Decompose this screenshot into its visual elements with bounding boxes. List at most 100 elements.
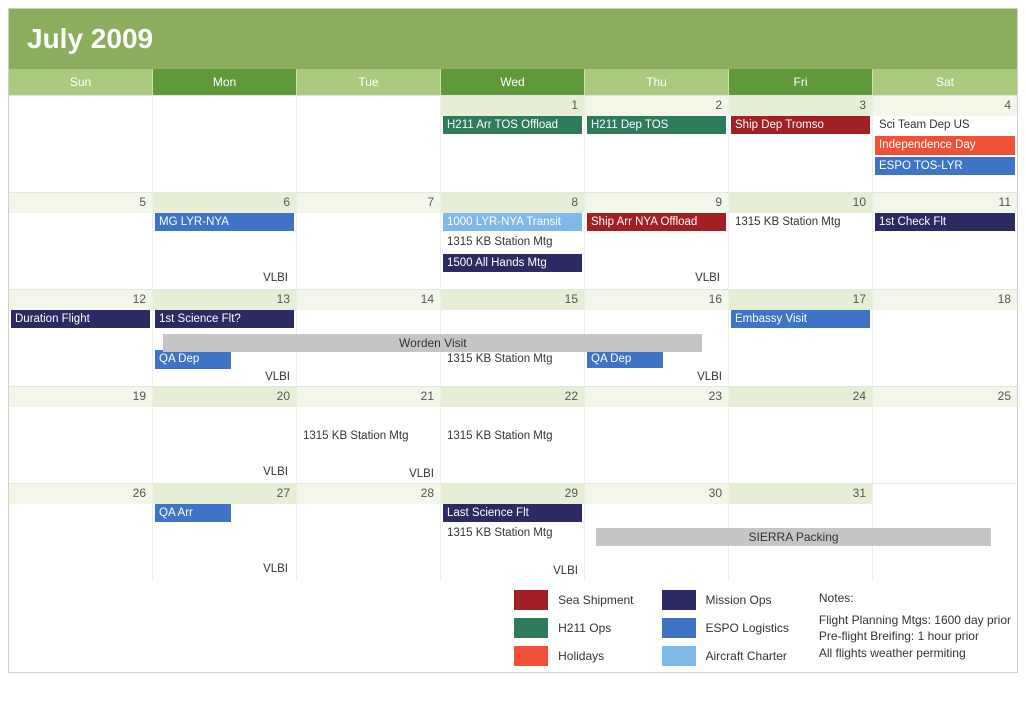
events-container — [585, 407, 728, 483]
day-number: 16 — [585, 290, 728, 310]
event[interactable]: 1st Science Flt? — [155, 310, 294, 328]
event[interactable]: 1315 KB Station Mtg — [731, 213, 870, 231]
day-cell[interactable] — [9, 96, 153, 192]
events-container: Ship Dep Tromso — [729, 116, 872, 192]
week-row: 1H211 Arr TOS Offload2H211 Dep TOS3Ship … — [9, 95, 1017, 192]
event[interactable]: VLBI — [155, 269, 294, 287]
event[interactable]: 1000 LYR-NYA Transit — [443, 213, 582, 231]
day-cell[interactable]: 111st Check Flt — [873, 193, 1017, 289]
weekday-header: Sat — [873, 69, 1017, 95]
day-cell[interactable]: 7 — [297, 193, 441, 289]
event[interactable]: 1315 KB Station Mtg — [443, 233, 582, 251]
day-number — [873, 484, 1017, 504]
legend-column: Sea ShipmentH211 OpsHolidays — [514, 590, 633, 666]
event[interactable]: Duration Flight — [11, 310, 150, 328]
day-cell[interactable]: 4Sci Team Dep USIndependence DayESPO TOS… — [873, 96, 1017, 192]
notes: Notes: Flight Planning Mtgs: 1600 day pr… — [819, 590, 1011, 666]
event[interactable]: 1315 KB Station Mtg — [443, 427, 582, 445]
event[interactable]: VLBI — [155, 560, 294, 578]
day-number: 13 — [153, 290, 296, 310]
event[interactable]: Last Science Flt — [443, 504, 582, 522]
day-number: 9 — [585, 193, 728, 213]
event[interactable]: Ship Dep Tromso — [731, 116, 870, 134]
events-container: Last Science Flt 1315 KB Station Mtg VLBI — [441, 504, 584, 580]
day-cell[interactable]: 24 — [729, 387, 873, 483]
day-cell[interactable]: 101315 KB Station Mtg — [729, 193, 873, 289]
event[interactable]: ESPO TOS-LYR — [875, 157, 1015, 175]
day-cell[interactable]: 5 — [9, 193, 153, 289]
events-container: Sci Team Dep US Independence Day ESPO TOS-… — [873, 116, 1017, 192]
day-cell[interactable]: 17Embassy Visit — [729, 290, 873, 386]
event[interactable]: Ship Arr NYA Offload — [587, 213, 726, 231]
event[interactable]: MG LYR-NYA — [155, 213, 294, 231]
event[interactable]: VLBI — [587, 269, 726, 287]
weekday-header: Fri — [729, 69, 873, 95]
day-cell[interactable]: 3Ship Dep Tromso — [729, 96, 873, 192]
events-container: MG LYR-NYA VLBI — [153, 213, 296, 289]
day-cell[interactable]: 27QA ArrVLBI — [153, 484, 297, 580]
day-cell[interactable]: 2H211 Dep TOS — [585, 96, 729, 192]
week-row: SIERRA Packing2627QA ArrVLBI2829Last Sci… — [9, 483, 1017, 580]
calendar: July 2009 SunMonTueWedThuFriSat 1H211 Ar… — [8, 8, 1018, 673]
events-container: 1000 LYR-NYA Transit 1315 KB Station Mtg 1… — [441, 213, 584, 289]
day-number: 11 — [873, 193, 1017, 213]
legend-item: ESPO Logistics — [662, 618, 789, 638]
day-cell[interactable] — [153, 96, 297, 192]
day-cell[interactable]: 25 — [873, 387, 1017, 483]
events-container: H211 Dep TOS — [585, 116, 728, 192]
event[interactable]: QA Dep — [155, 350, 231, 368]
day-number: 17 — [729, 290, 872, 310]
events-container — [9, 407, 152, 483]
event[interactable]: Sci Team Dep US — [875, 116, 1015, 134]
day-cell[interactable]: 12Duration Flight — [9, 290, 153, 386]
legend-swatch — [662, 618, 696, 638]
day-cell[interactable]: 221315 KB Station Mtg — [441, 387, 585, 483]
day-cell[interactable]: 6MG LYR-NYAVLBI — [153, 193, 297, 289]
day-cell[interactable]: 28 — [297, 484, 441, 580]
legend-label: Sea Shipment — [558, 593, 633, 607]
event[interactable]: H211 Dep TOS — [587, 116, 726, 134]
day-cell[interactable] — [297, 96, 441, 192]
event[interactable]: VLBI — [405, 465, 438, 483]
legend-label: Holidays — [558, 649, 604, 663]
day-cell[interactable]: 29Last Science Flt1315 KB Station MtgVLB… — [441, 484, 585, 580]
day-cell[interactable]: 211315 KB Station MtgVLBI — [297, 387, 441, 483]
day-cell[interactable]: 26 — [9, 484, 153, 580]
event[interactable]: QA Dep — [587, 350, 663, 368]
event[interactable]: VLBI — [261, 368, 294, 386]
event[interactable]: 1315 KB Station Mtg — [443, 524, 582, 542]
events-container: H211 Arr TOS Offload — [441, 116, 584, 192]
events-container: 1315 KB Station Mtg — [729, 213, 872, 289]
event[interactable]: H211 Arr TOS Offload — [443, 116, 582, 134]
legend-swatch — [514, 618, 548, 638]
events-container — [873, 407, 1017, 483]
events-container: 1315 KB Station Mtg VLBI — [297, 407, 440, 483]
day-cell[interactable]: 19 — [9, 387, 153, 483]
event[interactable]: VLBI — [549, 562, 582, 580]
day-cell[interactable]: 9Ship Arr NYA Offload VLBI — [585, 193, 729, 289]
day-number — [153, 96, 296, 116]
day-number — [297, 96, 440, 116]
event[interactable]: QA Arr — [155, 504, 231, 522]
event[interactable]: 1315 KB Station Mtg — [299, 427, 438, 445]
events-container — [9, 213, 152, 289]
notes-line: All flights weather permiting — [819, 645, 1011, 661]
event[interactable]: VLBI — [693, 368, 726, 386]
day-cell[interactable]: 81000 LYR-NYA Transit1315 KB Station Mtg… — [441, 193, 585, 289]
day-cell[interactable]: 1H211 Arr TOS Offload — [441, 96, 585, 192]
day-cell[interactable]: 18 — [873, 290, 1017, 386]
event[interactable]: Embassy Visit — [731, 310, 870, 328]
day-number: 2 — [585, 96, 728, 116]
event[interactable]: 1500 All Hands Mtg — [443, 254, 582, 272]
day-cell[interactable]: 23 — [585, 387, 729, 483]
day-cell[interactable]: 20VLBI — [153, 387, 297, 483]
day-number: 15 — [441, 290, 584, 310]
multi-day-event-bar: SIERRA Packing — [596, 528, 991, 546]
event[interactable]: 1st Check Flt — [875, 213, 1015, 231]
event[interactable]: VLBI — [155, 463, 294, 481]
event[interactable]: Independence Day — [875, 136, 1015, 154]
notes-line: Flight Planning Mtgs: 1600 day prior — [819, 612, 1011, 628]
week-row: Worden Visit12Duration Flight131st Scien… — [9, 289, 1017, 386]
event[interactable]: 1315 KB Station Mtg — [443, 350, 582, 368]
legend-label: Mission Ops — [706, 593, 772, 607]
